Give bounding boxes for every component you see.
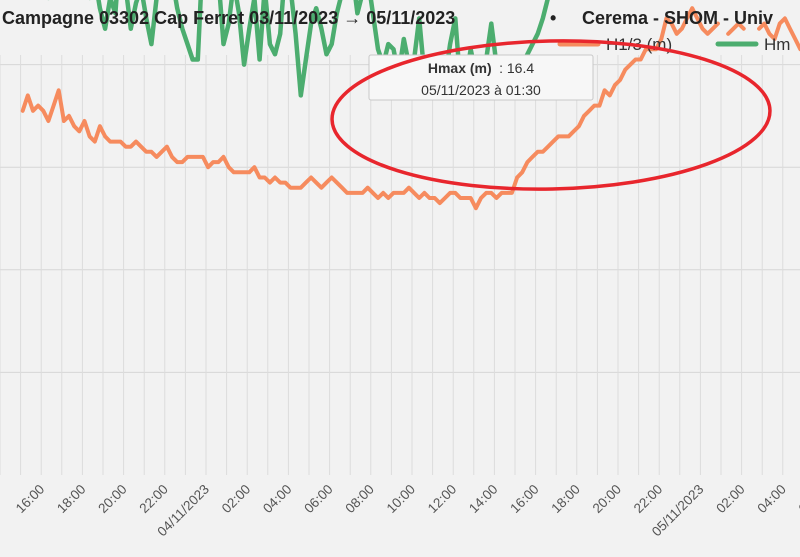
series-layer xyxy=(20,0,800,211)
annotation-ellipse xyxy=(330,39,772,191)
tooltip-value: : 16.4 xyxy=(499,60,534,76)
series-line-h13[interactable] xyxy=(726,21,746,36)
chart-source: Cerema - SHOM - Univ xyxy=(582,8,773,28)
title-separator: • xyxy=(550,8,556,28)
series-line-hmax[interactable] xyxy=(23,0,708,98)
series-line-h13[interactable] xyxy=(20,6,720,211)
tooltip: Hmax (m) : 16.4 05/11/2023 à 01:30 xyxy=(368,54,594,101)
chart-grid xyxy=(0,55,800,475)
series-line-h13[interactable] xyxy=(757,16,800,52)
tooltip-value-line: Hmax (m) : 16.4 xyxy=(428,60,534,77)
legend-hm-label[interactable]: Hm xyxy=(764,35,790,54)
tooltip-series-label: Hmax (m) xyxy=(428,60,492,76)
chart-title: Campagne 03302 Cap Ferret 03/11/2023 → 0… xyxy=(2,8,455,28)
tooltip-date: 05/11/2023 à 01:30 xyxy=(421,82,541,98)
